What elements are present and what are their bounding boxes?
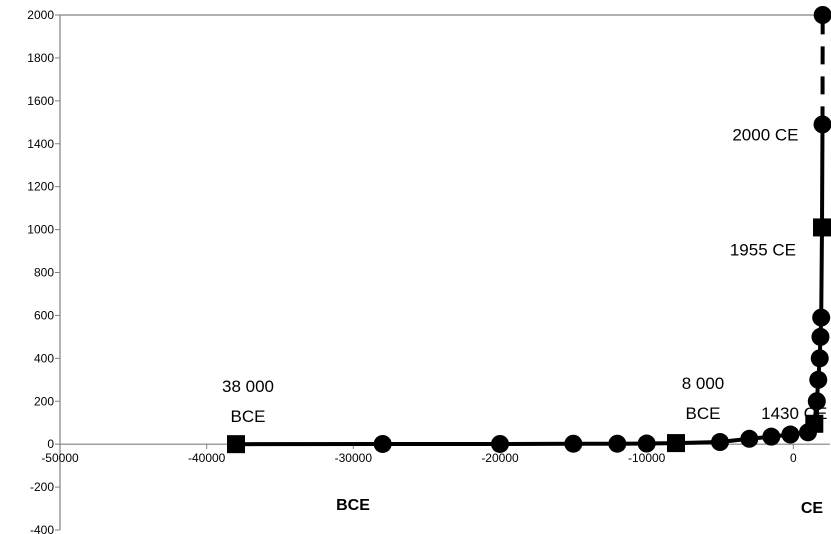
era-label-ce: CE <box>801 500 824 517</box>
data-point-circle <box>811 327 830 346</box>
data-point-circle <box>608 434 627 453</box>
data-point-circle <box>810 349 829 368</box>
data-point-square <box>805 414 824 433</box>
y-axis-ticks: -400 -200 0 200 400 600 800 1000 1200 1400 1600 180… <box>27 8 60 534</box>
axes <box>59 14 830 530</box>
x-tick-label: -30000 <box>335 451 373 465</box>
data-point-circle <box>813 115 831 134</box>
data-point-circle <box>373 434 392 453</box>
annotation-label: BCE <box>231 407 266 426</box>
y-tick-label: 1800 <box>27 51 54 65</box>
x-tick-label: -10000 <box>628 451 666 465</box>
y-tick-label: 400 <box>34 351 54 365</box>
y-tick-label: -200 <box>30 480 54 494</box>
y-tick-label: 1000 <box>27 223 54 237</box>
series-line <box>235 124 825 447</box>
data-point-square <box>227 435 245 454</box>
y-tick-label: 600 <box>34 308 54 322</box>
y-tick-label: 1200 <box>27 180 54 194</box>
data-point-circle <box>812 308 831 327</box>
x-tick-label: -40000 <box>188 451 226 465</box>
data-point-square <box>813 218 831 237</box>
y-tick-label: 1600 <box>27 94 54 108</box>
data-point-circle <box>762 427 781 446</box>
data-point-circle <box>637 434 656 453</box>
y-tick-label: 2000 <box>27 8 54 22</box>
y-tick-label: 1400 <box>27 137 54 151</box>
annotation-label: BCE <box>686 404 721 423</box>
annotation-label: 8 000 <box>682 374 725 393</box>
data-point-square <box>667 434 685 453</box>
data-point-circle <box>809 370 828 389</box>
x-axis-ticks: -50000 -40000 -30000 -20000 -10000 0 <box>41 444 797 465</box>
annotation-label: 1955 CE <box>730 240 796 259</box>
annotation-label: 38 000 <box>222 377 274 396</box>
era-label-bce: BCE <box>336 497 370 514</box>
data-point-circle <box>711 433 729 452</box>
y-tick-label: 0 <box>47 437 54 451</box>
data-point-circle <box>807 392 826 411</box>
y-tick-label: 800 <box>34 266 54 280</box>
data-point-circle <box>491 434 509 453</box>
x-tick-label: -20000 <box>481 451 519 465</box>
annotation-label: 1430 CE <box>761 404 827 423</box>
data-point-circle <box>740 429 759 448</box>
data-point-circle <box>781 425 800 444</box>
annotation-label: 2000 CE <box>732 125 798 144</box>
series-markers <box>227 6 831 454</box>
data-point-circle <box>564 434 583 453</box>
data-point-circle <box>813 6 831 24</box>
series-lines <box>235 14 825 447</box>
y-tick-label: -400 <box>30 523 54 534</box>
x-tick-label: 0 <box>790 451 797 465</box>
annotations: 38 000 BCE 8 000 BCE 1430 CE 1955 CE 2000 CE <box>222 125 827 426</box>
x-tick-label: -50000 <box>41 451 79 465</box>
y-tick-label: 200 <box>34 394 54 408</box>
